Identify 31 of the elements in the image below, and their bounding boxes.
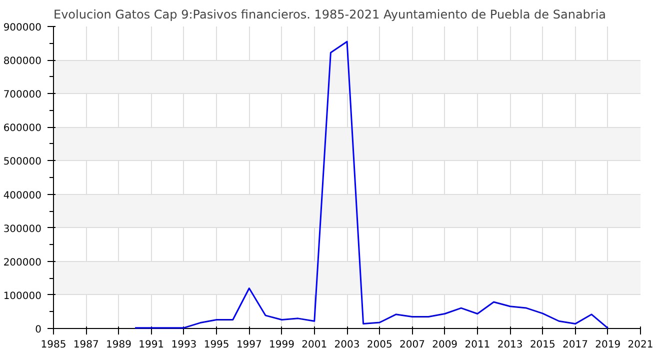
x-tick-label: 1987 bbox=[73, 340, 99, 350]
x-tick-label: 2009 bbox=[432, 340, 458, 350]
x-tick-label: 2017 bbox=[562, 340, 588, 350]
x-tick-label: 1995 bbox=[204, 340, 230, 350]
y-tick-label: 800000 bbox=[3, 56, 42, 68]
x-tick-label: 2013 bbox=[497, 340, 523, 350]
x-tick-label: 2007 bbox=[400, 340, 425, 350]
y-tick-label: 300000 bbox=[3, 224, 42, 235]
x-tick-label: 2005 bbox=[366, 340, 392, 350]
y-tick-label: 900000 bbox=[3, 22, 42, 34]
line-series bbox=[134, 40, 609, 329]
x-tick-label: 1999 bbox=[269, 340, 295, 350]
x-tick-label: 1993 bbox=[171, 340, 197, 350]
x-tick-label: 1989 bbox=[106, 340, 132, 350]
x-tick-label: 2021 bbox=[628, 340, 654, 350]
y-tick-label: 400000 bbox=[3, 190, 42, 202]
y-tick-label: 0 bbox=[35, 324, 42, 336]
y-tick-label: 700000 bbox=[3, 90, 42, 101]
x-tick-label: 2001 bbox=[302, 340, 328, 350]
y-tick-label: 100000 bbox=[3, 290, 42, 302]
y-tick-label: 200000 bbox=[3, 257, 42, 268]
x-tick-label: 1985 bbox=[40, 340, 66, 350]
chart-title: Evolucion Gatos Cap 9:Pasivos financieros. 1985-2021 Ayuntamiento de Puebla de Sanabria bbox=[54, 8, 606, 22]
x-tick-label: 2003 bbox=[334, 340, 360, 350]
x-tick-label: 1997 bbox=[236, 340, 262, 350]
x-tick-label: 2019 bbox=[595, 340, 621, 350]
x-tick-label: 2011 bbox=[464, 340, 490, 350]
x-tick-label: 1991 bbox=[138, 340, 164, 350]
y-tick-label: 500000 bbox=[3, 156, 42, 168]
x-tick-label: 2015 bbox=[530, 340, 556, 350]
y-tick-label: 600000 bbox=[3, 123, 42, 134]
